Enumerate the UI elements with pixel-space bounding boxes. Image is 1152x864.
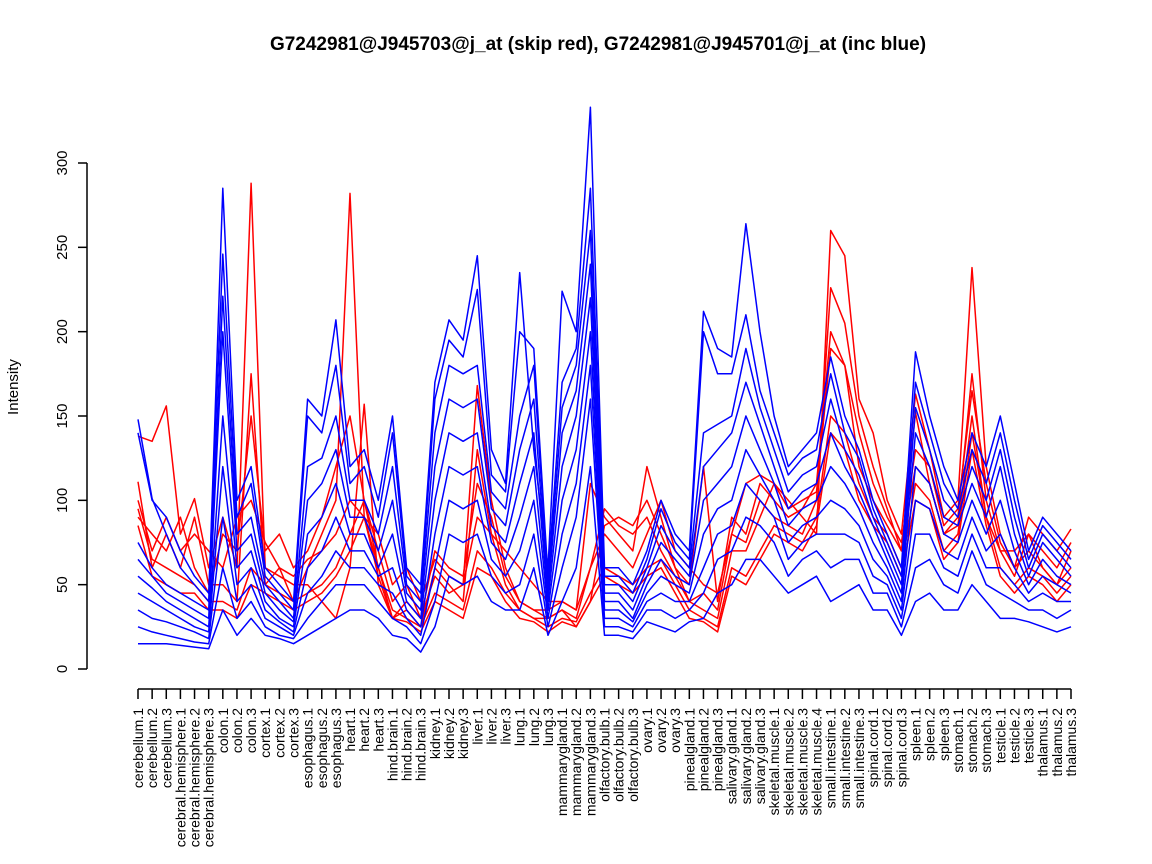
x-tick-label: pinealgland.2	[695, 708, 711, 792]
series-line-skip-3	[137, 330, 1072, 620]
x-tick-label: small.intestine.1	[823, 708, 839, 809]
x-axis: cerebellum.1cerebellum.2cerebellum.3cere…	[130, 688, 1079, 848]
x-tick-label: salivary.gland.1	[724, 708, 740, 804]
plot-area	[137, 106, 1072, 653]
x-tick-label: liver.2	[483, 708, 499, 745]
x-tick-label: olfactory.bulb.1	[597, 708, 613, 802]
y-tick-label: 150	[54, 403, 71, 428]
x-tick-label: pinealgland.1	[681, 708, 697, 792]
x-tick-label: colon.2	[229, 708, 245, 753]
x-tick-label: mammarygland.1	[554, 708, 570, 816]
y-tick-label: 50	[54, 576, 71, 593]
x-tick-label: spinal.cord.1	[865, 708, 881, 788]
x-tick-label: esophagus.1	[300, 708, 316, 788]
x-tick-label: esophagus.2	[314, 708, 330, 788]
x-tick-label: heart.3	[370, 708, 386, 752]
y-axis: 0 50 100 150 200 250 300	[54, 150, 88, 673]
x-tick-label: cerebral.hemisphere.2	[187, 708, 203, 848]
x-tick-label: small.intestine.2	[837, 708, 853, 809]
x-tick-label: testicle.2	[1006, 708, 1022, 763]
x-tick-label: spinal.cord.3	[893, 708, 909, 788]
x-tick-label: mammarygland.3	[582, 708, 598, 816]
x-tick-label: lung.1	[512, 708, 528, 746]
x-tick-label: spleen.1	[908, 708, 924, 761]
x-tick-label: cerebral.hemisphere.3	[201, 708, 217, 848]
x-tick-label: cortex.1	[257, 708, 273, 758]
x-tick-label: testicle.3	[1021, 708, 1037, 763]
x-tick-label: liver.3	[498, 708, 514, 745]
x-tick-label: olfactory.bulb.3	[625, 708, 641, 802]
x-tick-label: thalamus.2	[1049, 708, 1065, 777]
x-tick-label: heart.2	[356, 708, 372, 752]
x-tick-label: testicle.1	[992, 708, 1008, 763]
x-tick-label: heart.1	[342, 708, 358, 752]
x-tick-label: colon.3	[243, 708, 259, 753]
x-tick-label: thalamus.1	[1035, 708, 1051, 777]
x-tick-label: cerebellum.2	[144, 708, 160, 788]
x-tick-label: stomach.1	[950, 708, 966, 773]
x-tick-label: cortex.2	[271, 708, 287, 758]
y-tick-label: 300	[54, 150, 71, 175]
x-tick-label: ovary.2	[653, 708, 669, 753]
x-tick-label: pinealgland.3	[710, 708, 726, 792]
x-tick-label: skeletal.muscle.4	[809, 708, 825, 816]
x-tick-label: lung.2	[526, 708, 542, 746]
x-tick-label: cerebral.hemisphere.1	[172, 708, 188, 848]
series-lines	[137, 106, 1072, 653]
x-tick-label: salivary.gland.3	[752, 708, 768, 804]
x-tick-label: colon.1	[215, 708, 231, 753]
series-line-skip-1	[137, 182, 1072, 628]
y-axis-label: Intensity	[5, 359, 22, 415]
x-tick-label: spleen.3	[936, 708, 952, 761]
x-tick-label: kidney.1	[427, 708, 443, 759]
chart-title: G7242981@J945703@j_at (skip red), G72429…	[270, 34, 926, 55]
x-tick-label: cerebellum.1	[130, 708, 146, 788]
x-tick-label: liver.1	[469, 708, 485, 745]
x-tick-label: mammarygland.2	[568, 708, 584, 816]
x-tick-label: skeletal.muscle.1	[766, 708, 782, 816]
series-line-inc-9	[138, 465, 1072, 653]
x-tick-label: skeletal.muscle.2	[780, 708, 796, 816]
x-tick-label: olfactory.bulb.2	[611, 708, 627, 802]
x-tick-label: lung.3	[540, 708, 556, 746]
x-tick-label: skeletal.muscle.3	[794, 708, 810, 816]
x-tick-label: spinal.cord.2	[879, 708, 895, 788]
y-tick-label: 250	[54, 235, 71, 260]
x-tick-label: spleen.2	[922, 708, 938, 761]
x-tick-label: small.intestine.3	[851, 708, 867, 809]
y-tick-label: 100	[54, 488, 71, 513]
x-tick-label: esophagus.3	[328, 708, 344, 788]
x-tick-label: stomach.3	[978, 708, 994, 773]
x-tick-label: hind.brain.2	[399, 708, 415, 781]
y-tick-label: 0	[54, 665, 71, 673]
x-tick-label: hind.brain.3	[413, 708, 429, 781]
x-tick-label: ovary.1	[639, 708, 655, 753]
x-tick-label: stomach.2	[964, 708, 980, 773]
x-tick-label: kidney.2	[441, 708, 457, 759]
x-tick-label: cortex.3	[286, 708, 302, 758]
y-tick-label: 200	[54, 319, 71, 344]
x-tick-label: cerebellum.3	[158, 708, 174, 788]
x-tick-label: kidney.3	[455, 708, 471, 759]
x-tick-label: hind.brain.1	[384, 708, 400, 781]
x-tick-label: salivary.gland.2	[738, 708, 754, 804]
x-tick-label: ovary.3	[667, 708, 683, 753]
x-tick-label: thalamus.3	[1063, 708, 1079, 777]
